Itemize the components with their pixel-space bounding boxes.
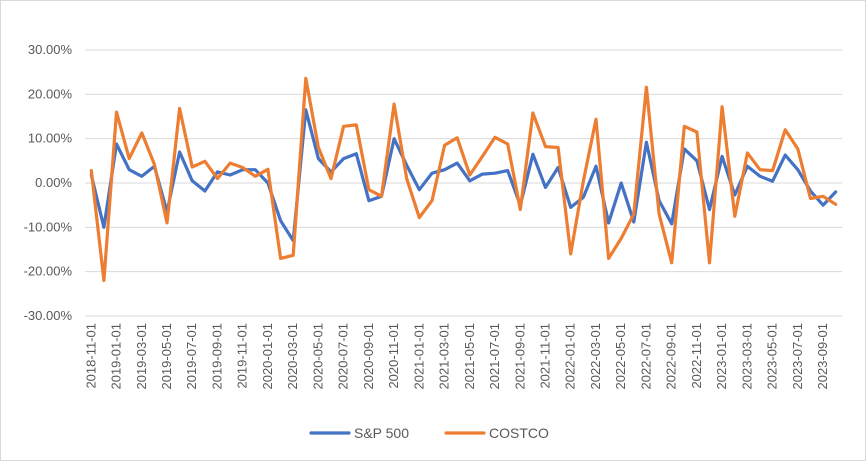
x-tick-label: 2023-07-01 bbox=[790, 323, 805, 390]
x-tick-label: 2022-11-01 bbox=[689, 323, 704, 389]
y-tick-label: 10.00% bbox=[28, 131, 73, 146]
x-tick-label: 2023-01-01 bbox=[714, 323, 729, 390]
x-tick-label: 2020-09-01 bbox=[361, 323, 376, 390]
x-tick-label: 2019-07-01 bbox=[184, 323, 199, 390]
x-tick-label: 2023-05-01 bbox=[765, 323, 780, 390]
x-tick-label: 2019-05-01 bbox=[159, 323, 174, 390]
series-line-costco bbox=[89, 76, 838, 283]
x-tick-label: 2020-11-01 bbox=[386, 323, 401, 389]
x-tick-label: 2022-07-01 bbox=[638, 323, 653, 390]
x-tick-label: 2021-01-01 bbox=[411, 323, 426, 390]
x-tick-label: 2022-03-01 bbox=[588, 323, 603, 390]
series-lines bbox=[89, 76, 838, 283]
x-tick-label: 2021-11-01 bbox=[538, 323, 553, 389]
x-tick-label: 2020-03-01 bbox=[285, 323, 300, 390]
x-tick-label: 2020-01-01 bbox=[260, 323, 275, 390]
x-tick-label: 2020-05-01 bbox=[310, 323, 325, 390]
legend-label: COSTCO bbox=[489, 425, 549, 441]
x-tick-label: 2020-07-01 bbox=[336, 323, 351, 390]
x-tick-label: 2018-11-01 bbox=[83, 323, 98, 389]
x-tick-label: 2019-03-01 bbox=[134, 323, 149, 390]
x-tick-label: 2022-01-01 bbox=[563, 323, 578, 390]
y-tick-label: -30.00% bbox=[24, 308, 73, 323]
y-tick-label: -20.00% bbox=[24, 264, 73, 279]
x-tick-label: 2022-09-01 bbox=[664, 323, 679, 390]
legend: S&P 500 COSTCO bbox=[309, 425, 549, 441]
x-tick-label: 2021-05-01 bbox=[462, 323, 477, 390]
x-tick-label: 2021-09-01 bbox=[512, 323, 527, 390]
x-tick-label: 2019-11-01 bbox=[235, 323, 250, 389]
x-tick-label: 2023-03-01 bbox=[739, 323, 754, 390]
x-tick-label: 2019-01-01 bbox=[109, 323, 124, 390]
y-tick-label: -10.00% bbox=[24, 219, 73, 234]
x-tick-label: 2023-09-01 bbox=[815, 323, 830, 390]
y-tick-label: 0.00% bbox=[35, 175, 72, 190]
x-tick-label: 2022-05-01 bbox=[613, 323, 628, 390]
x-tick-label: 2019-09-01 bbox=[209, 323, 224, 390]
legend-label: S&P 500 bbox=[354, 425, 409, 441]
gridlines bbox=[85, 49, 842, 317]
y-tick-label: 30.00% bbox=[28, 42, 73, 57]
y-axis: 30.00% 20.00% 10.00% 0.00% -10.00% -20.00% -30… bbox=[24, 42, 73, 323]
y-tick-label: 20.00% bbox=[28, 86, 73, 101]
x-tick-label: 2021-03-01 bbox=[437, 323, 452, 390]
x-tick-label: 2021-07-01 bbox=[487, 323, 502, 390]
x-axis: 2018-11-01 2019-01-01 2019-03-01 2019-05-01… bbox=[83, 182, 842, 390]
